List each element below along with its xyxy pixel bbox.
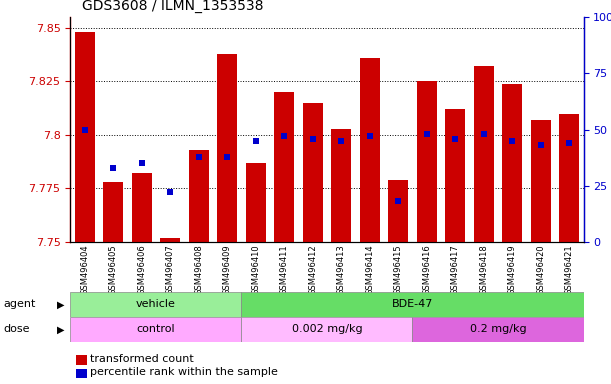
Bar (75, 32, 95, 242)
Bar (360, 58, 379, 242)
Text: GSM496405: GSM496405 (109, 245, 117, 295)
Text: GSM496407: GSM496407 (166, 245, 175, 295)
Bar (241, 317, 412, 342)
Bar (417, 81, 437, 242)
Text: GSM496419: GSM496419 (508, 245, 517, 295)
Text: 0.002 mg/kg: 0.002 mg/kg (291, 324, 362, 334)
Text: GSM496404: GSM496404 (80, 245, 89, 295)
Text: BDE-47: BDE-47 (392, 299, 433, 310)
Text: GSM496406: GSM496406 (137, 245, 146, 295)
Bar (302, 103, 323, 242)
Text: GDS3608 / ILMN_1353538: GDS3608 / ILMN_1353538 (82, 0, 264, 13)
Text: GSM496413: GSM496413 (337, 245, 346, 295)
Bar (160, 238, 180, 242)
Bar (274, 92, 294, 242)
Text: GSM496412: GSM496412 (308, 245, 317, 295)
Text: percentile rank within the sample: percentile rank within the sample (90, 367, 277, 377)
Bar (241, 292, 584, 317)
Text: control: control (136, 324, 175, 334)
Text: dose: dose (3, 324, 29, 334)
Bar (103, 182, 123, 242)
Text: vehicle: vehicle (136, 299, 176, 310)
Text: GSM496420: GSM496420 (536, 245, 545, 295)
Bar (388, 180, 408, 242)
Text: GSM496414: GSM496414 (365, 245, 374, 295)
Bar (70, 317, 241, 342)
Bar (189, 150, 208, 242)
Text: ▶: ▶ (57, 324, 64, 334)
Bar (331, 129, 351, 242)
Bar (70, 292, 241, 317)
Text: 0.2 mg/kg: 0.2 mg/kg (470, 324, 526, 334)
Text: GSM496416: GSM496416 (422, 245, 431, 295)
Bar (445, 109, 465, 242)
Bar (474, 66, 494, 242)
Text: GSM496410: GSM496410 (251, 245, 260, 295)
Text: GSM496409: GSM496409 (222, 245, 232, 295)
Bar (246, 163, 266, 242)
Bar (559, 114, 579, 242)
Text: GSM496421: GSM496421 (565, 245, 574, 295)
Text: GSM496411: GSM496411 (280, 245, 288, 295)
Bar (131, 174, 152, 242)
Text: ▶: ▶ (57, 299, 64, 310)
Text: transformed count: transformed count (90, 354, 194, 364)
Bar (412, 317, 584, 342)
Text: agent: agent (3, 299, 35, 310)
Bar (531, 120, 551, 242)
Text: GSM496415: GSM496415 (393, 245, 403, 295)
Text: GSM496417: GSM496417 (451, 245, 459, 295)
Text: GSM496418: GSM496418 (479, 245, 488, 295)
Bar (217, 54, 237, 242)
Bar (502, 84, 522, 242)
Text: GSM496408: GSM496408 (194, 245, 203, 295)
